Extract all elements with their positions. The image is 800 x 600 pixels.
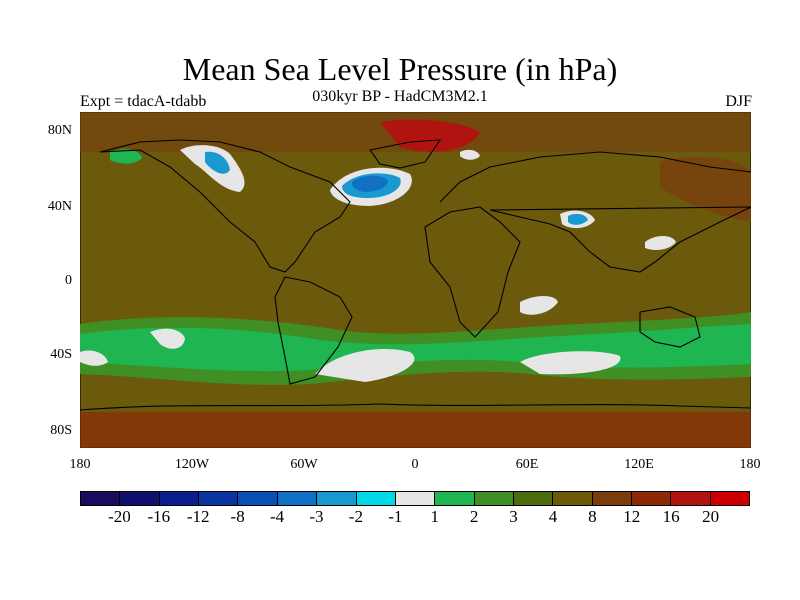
- colorbar-label: -4: [269, 507, 285, 526]
- season-label: DJF: [725, 93, 752, 110]
- colorbar-label: 4: [548, 507, 558, 526]
- x-tick-60e: 60E: [515, 457, 539, 472]
- greenland-coast: [369, 139, 442, 169]
- colorbar-swatch: [120, 492, 160, 505]
- africa-coast: [424, 206, 521, 338]
- south-america-coast: [274, 276, 353, 385]
- antarctic-high-band: [80, 412, 751, 448]
- scandinavia-patch: [460, 149, 480, 160]
- colorbar-swatch: [317, 492, 357, 505]
- colorbar-swatch: [671, 492, 711, 505]
- colorbar-swatch: [632, 492, 672, 505]
- colorbar-swatch: [159, 492, 200, 505]
- colorbar-label: 2: [469, 507, 479, 526]
- colorbar-swatch: [277, 492, 318, 505]
- alaska-patch: [110, 149, 142, 164]
- y-tick-0: 0: [65, 273, 72, 288]
- tibet-blue: [568, 213, 588, 225]
- y-tick-80s: 80S: [50, 423, 72, 438]
- colorbar-swatch: [592, 492, 633, 505]
- north-atlantic-low-core: [352, 175, 388, 192]
- south-pacific-edge-patch: [80, 350, 108, 366]
- x-tick-120e: 120E: [624, 457, 654, 472]
- indian-ocean-south-patch: [520, 351, 621, 375]
- x-tick-60w: 60W: [290, 457, 318, 472]
- colorbar-label: -3: [309, 507, 324, 526]
- north-america-coast: [99, 139, 351, 273]
- south-atlantic-patch: [315, 348, 415, 382]
- australia-coast: [639, 306, 701, 348]
- map-panel: [80, 112, 751, 448]
- colorbar-swatch: [81, 492, 121, 505]
- greenland-high: [380, 119, 480, 152]
- colorbar-label: 16: [662, 507, 680, 526]
- colorbar-label: 3: [509, 507, 518, 526]
- indian-ocean-patch: [520, 296, 558, 315]
- antarctica-coast: [80, 403, 751, 411]
- colorbar-swatch: [474, 492, 514, 505]
- colorbar: [80, 491, 750, 506]
- colorbar-swatch: [395, 492, 436, 505]
- colorbar-label: -16: [147, 507, 171, 526]
- colorbar-swatch: [356, 492, 396, 505]
- colorbar-swatch: [238, 492, 278, 505]
- y-tick-80n: 80N: [47, 123, 72, 138]
- colorbar-label: -2: [348, 507, 363, 526]
- colorbar-swatch: [710, 492, 750, 505]
- colorbar-label: 1: [430, 507, 439, 526]
- coastlines: [80, 139, 751, 411]
- siberian-high: [660, 156, 751, 222]
- north-america-blue: [205, 151, 230, 174]
- colorbar-label: 12: [623, 507, 641, 526]
- y-tick-40n: 40N: [47, 199, 72, 214]
- colorbar-swatch: [199, 492, 239, 505]
- x-tick-180w: 180: [69, 457, 91, 472]
- x-tick-180e: 180: [739, 457, 761, 472]
- colorbar-swatch: [553, 492, 593, 505]
- experiment-label: Expt = tdacA-tdabb: [80, 93, 207, 110]
- south-pacific-patch: [150, 328, 185, 349]
- colorbar-label: -1: [388, 507, 403, 526]
- chart-title: Mean Sea Level Pressure (in hPa): [182, 51, 618, 87]
- colorbar-label: 20: [702, 507, 720, 526]
- pacific-west-patch: [645, 236, 676, 250]
- eurasia-coast: [439, 151, 751, 273]
- x-tick-120w: 120W: [174, 457, 210, 472]
- pressure-map: [80, 112, 751, 448]
- colorbar-swatch: [513, 492, 554, 505]
- x-tick-0: 0: [411, 457, 419, 472]
- colorbar-label: -8: [230, 507, 245, 526]
- colorbar-label: 8: [588, 507, 597, 526]
- colorbar-swatch: [435, 492, 475, 505]
- colorbar-label: -12: [186, 507, 210, 526]
- chart-subtitle: 030kyr BP - HadCM3M2.1: [312, 88, 488, 105]
- y-tick-40s: 40S: [50, 347, 72, 362]
- colorbar-label: -20: [108, 507, 131, 526]
- map-background: [80, 112, 751, 448]
